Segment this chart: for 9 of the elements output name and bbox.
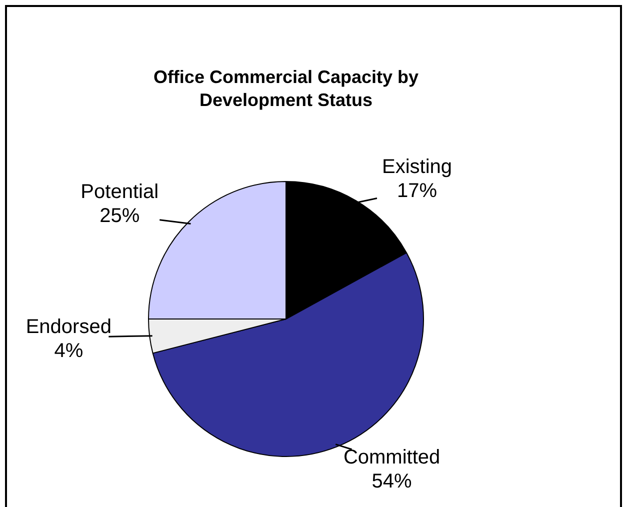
- slice-label: Potential: [80, 180, 159, 203]
- chart-title: Office Commercial Capacity by Development Status: [152, 66, 420, 112]
- data-label: 4%: [54, 340, 84, 362]
- data-label: 54%: [372, 470, 412, 492]
- data-label: 17%: [396, 180, 438, 202]
- slice-label: Endorsed: [26, 316, 112, 338]
- slice-label: Committed: [343, 446, 440, 468]
- slice-label: Existing: [382, 156, 452, 178]
- data-label: 25%: [100, 204, 140, 227]
